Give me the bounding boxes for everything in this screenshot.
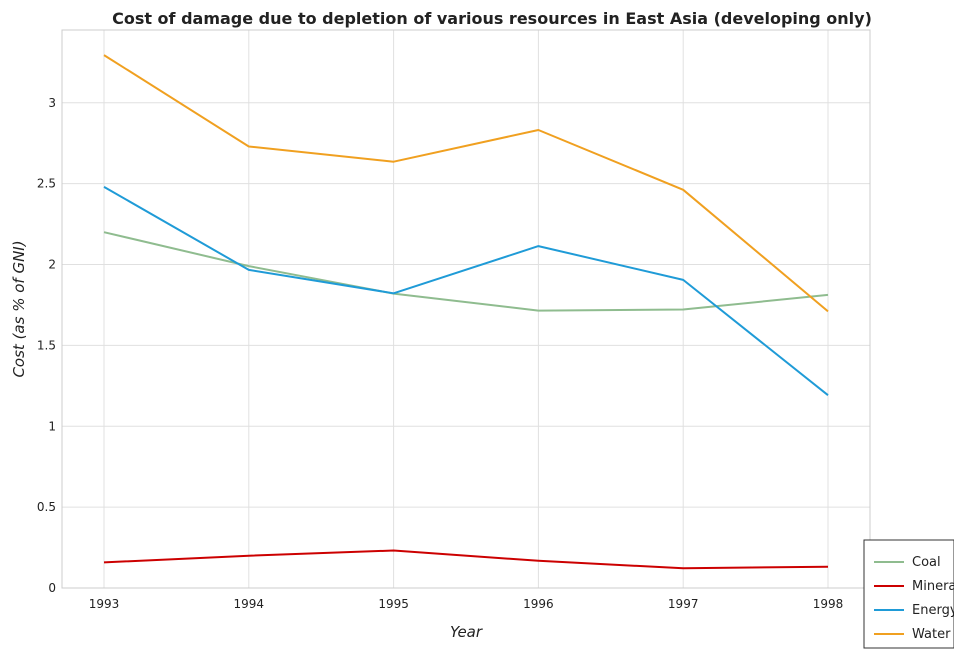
- legend-box: [863, 539, 954, 649]
- y-axis-title: Cost (as % of GNI): [10, 240, 28, 377]
- y-tick-label: 2.5: [37, 177, 56, 191]
- series-line-minerals: [103, 549, 829, 570]
- chart-title: Cost of damage due to depletion of vario…: [112, 9, 872, 28]
- x-axis-title: Year: [450, 623, 483, 641]
- y-tick-label: 0: [48, 581, 56, 595]
- y-tick-label: 1: [48, 419, 56, 433]
- x-tick-label: 1997: [668, 597, 699, 611]
- y-axis-ticks: 0 0.5 1 1.5 2 2.5 3: [37, 96, 56, 595]
- x-tick-label: 1998: [813, 597, 844, 611]
- x-tick-label: 1995: [378, 597, 409, 611]
- legend-label-energy: Energy: [912, 603, 954, 618]
- series-line-energy: [103, 186, 829, 396]
- legend-label-water: Water: [912, 627, 951, 642]
- plot-area: [61, 29, 871, 589]
- series-line-coal: [103, 231, 829, 312]
- y-tick-label: 3: [48, 96, 56, 110]
- x-tick-label: 1993: [89, 597, 120, 611]
- series-line-water: [103, 54, 829, 313]
- legend-label-coal: Coal: [912, 555, 941, 570]
- legend-label-minerals: Minerals: [912, 579, 954, 594]
- y-tick-label: 1.5: [37, 338, 56, 352]
- y-tick-label: 0.5: [37, 500, 56, 514]
- x-tick-label: 1996: [523, 597, 554, 611]
- grid: [62, 30, 870, 589]
- y-tick-label: 2: [48, 258, 56, 272]
- x-axis-ticks: 1993 1994 1995 1996 1997 1998: [89, 597, 844, 611]
- x-tick-label: 1994: [234, 597, 265, 611]
- series-lines: [103, 54, 829, 570]
- legend: Coal Minerals Energy Water: [863, 539, 954, 649]
